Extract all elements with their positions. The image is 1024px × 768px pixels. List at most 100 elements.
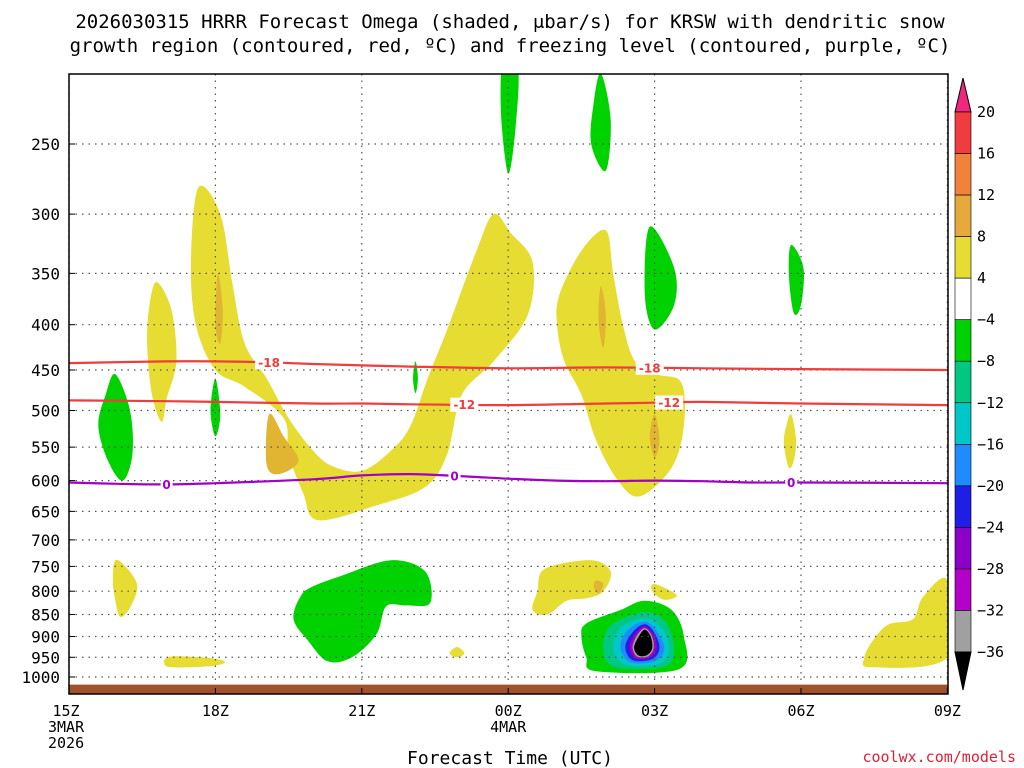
omega-region-descent-green-C [413, 361, 418, 394]
x-tick-label-15Z: 15Z [52, 702, 79, 720]
colorbar-segment [954, 527, 972, 570]
contour-label-0: 0 [787, 476, 795, 490]
contour-label-bg [655, 395, 684, 410]
x-tick-label-00Z: 00Z [495, 702, 522, 720]
colorbar-segment [954, 485, 972, 528]
omega-region-ascent-orange-C [598, 286, 606, 349]
y-tick-label-650: 650 [31, 502, 60, 521]
omega-region-ascent-yellow-E [164, 656, 226, 668]
credit-text: coolwx.com/models [862, 748, 1016, 766]
omega-region-ascent-yellow-D [112, 559, 138, 617]
y-tick-label-800: 800 [31, 582, 60, 601]
x-tick-label-03Z: 03Z [641, 702, 668, 720]
colorbar-label: −28 [977, 560, 1004, 578]
x-tick-label-06Z: 06Z [787, 702, 814, 720]
y-tick-label-400: 400 [31, 316, 60, 335]
colorbar-label: −8 [977, 352, 995, 370]
contour-label--12: -12 [453, 398, 475, 412]
colorbar-label: −12 [977, 394, 1004, 412]
colorbar: 20 16 12 8 4 −4 −8 −12 −16 −20 −24 −28 −32 −36 [954, 77, 1004, 691]
y-tick-label-600: 600 [31, 472, 60, 491]
omega-region-ascent-yellow-H [651, 583, 677, 600]
chart-title-line-2: growth region (contoured, red, ºC) and f… [70, 35, 951, 57]
colorbar-segment [954, 111, 972, 154]
omega-region-ascent-orange-E [593, 580, 604, 594]
x-tick-label-3MAR: 3MAR [48, 718, 85, 736]
colorbar-segment [954, 568, 972, 611]
omega-region-descent-green-D [500, 74, 519, 174]
colorbar-segment [954, 153, 972, 196]
omega-region-descent-green-F [644, 226, 677, 330]
y-tick-label-250: 250 [31, 135, 60, 154]
colorbar-label: 12 [977, 186, 995, 204]
colorbar-label: −24 [977, 518, 1004, 536]
omega-region-descent-green-E [590, 74, 611, 172]
x-tick-label-21Z: 21Z [348, 702, 375, 720]
contour-label-bg [255, 355, 284, 370]
colorbar-label: 8 [977, 228, 986, 246]
colorbar-label: −16 [977, 435, 1004, 453]
contour-label-bg [450, 397, 479, 412]
chart-title-line-1: 2026030315 HRRR Forecast Omega (shaded, … [75, 11, 945, 33]
x-tick-label-4MAR: 4MAR [490, 718, 527, 736]
y-tick-label-550: 550 [31, 438, 60, 457]
contour-line-dendritic--12C [69, 399, 948, 407]
omega-region-ascent-yellow-A [190, 185, 535, 521]
contour-label--12: -12 [658, 396, 680, 410]
omega-region-ascent-yellow-J [862, 577, 948, 668]
contour-line-dendritic--18C [69, 360, 948, 372]
contour-label--18: -18 [258, 356, 280, 370]
contour-label-0: 0 [450, 469, 458, 483]
colorbar-bottom-arrow [954, 651, 972, 691]
colorbar-label: 20 [977, 103, 995, 121]
colorbar-segment [954, 610, 972, 653]
colorbar-label: −32 [977, 601, 1004, 619]
y-tick-label-750: 750 [31, 557, 60, 576]
contour-label-bg [160, 477, 173, 492]
colorbar-segment [954, 319, 972, 362]
y-tick-label-1000: 1000 [21, 668, 60, 687]
y-tick-label-950: 950 [31, 648, 60, 667]
y-tick-label-500: 500 [31, 402, 60, 421]
x-tick-label-2026: 2026 [48, 734, 84, 752]
colorbar-label: 16 [977, 145, 995, 163]
colorbar-label: −20 [977, 477, 1004, 495]
contour-label-bg [785, 475, 798, 490]
contour-label-bg [448, 468, 461, 483]
colorbar-segment [954, 277, 972, 320]
colorbar-label: −4 [977, 311, 995, 329]
contour-label--18: -18 [639, 361, 661, 375]
omega-region-ascent-orange-A [265, 413, 299, 475]
x-tick-label-09Z: 09Z [934, 702, 961, 720]
colorbar-segment [954, 402, 972, 445]
y-tick-label-450: 450 [31, 361, 60, 380]
y-axis-ticks: 250 300 350 400 450 500 550 600 650 700 750 800 850 9… [21, 135, 75, 687]
colorbar-segment [954, 360, 972, 404]
omega-region-descent-green-G [788, 244, 804, 316]
omega-region-ascent-orange-B [215, 273, 223, 344]
omega-region-ascent-yellow-F [449, 647, 465, 658]
y-tick-label-300: 300 [31, 205, 60, 224]
colorbar-label: 4 [977, 269, 986, 287]
y-tick-label-850: 850 [31, 606, 60, 625]
omega-region-descent-green-H [293, 560, 432, 663]
x-axis-title: Forecast Time (UTC) [407, 748, 613, 768]
y-tick-label-700: 700 [31, 531, 60, 550]
contour-label-0: 0 [162, 478, 170, 492]
omega-region-descent-green-B [210, 378, 221, 437]
omega-region-ascent-yellow-G [532, 560, 612, 616]
x-tick-label-18Z: 18Z [202, 702, 229, 720]
colorbar-segment [954, 444, 972, 487]
colorbar-segment [954, 236, 972, 279]
y-tick-label-900: 900 [31, 627, 60, 646]
contour-line-freezing-level-0C [69, 472, 948, 486]
contour-layer: -18 -18 -12 -12 0 0 0 [69, 355, 948, 492]
omega-region-ascent-orange-D [649, 414, 660, 458]
omega-region-ascent-yellow-I [783, 413, 797, 469]
omega-shading-layer [98, 74, 948, 674]
y-tick-label-350: 350 [31, 264, 60, 283]
colorbar-segment [954, 194, 972, 237]
contour-label-bg [635, 360, 664, 375]
